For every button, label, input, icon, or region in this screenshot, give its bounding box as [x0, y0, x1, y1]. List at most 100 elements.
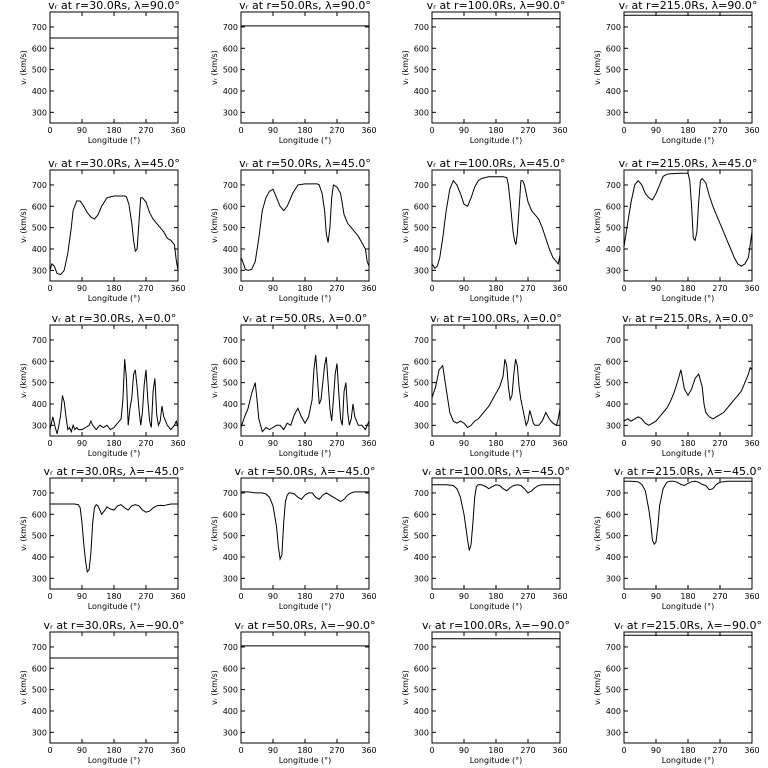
- x-tick-label: 360: [744, 592, 759, 601]
- x-tick-label: 270: [520, 592, 535, 601]
- y-tick-label: 500: [606, 224, 621, 233]
- chart-panel: vᵣ at r=215.0Rs, λ=90.0° 0 90 180 270 360 300 4…: [593, 0, 760, 145]
- y-tick-label: 500: [414, 379, 429, 388]
- x-tick-label: 180: [488, 746, 503, 755]
- y-tick-label: 400: [32, 400, 47, 409]
- x-tick-label: 90: [77, 126, 87, 135]
- x-tick-label: 360: [170, 592, 185, 601]
- panel-title: vᵣ at r=215.0Rs, λ=90.0°: [619, 0, 758, 12]
- y-axis-label: vᵣ (km/s): [210, 50, 219, 85]
- plot-frame: [623, 324, 753, 437]
- panel-title: vᵣ at r=215.0Rs, λ=−90.0°: [614, 619, 762, 632]
- chart-panel: vᵣ at r=215.0Rs, λ=45.0° 0 90 180 270 360 300 4…: [593, 157, 760, 303]
- x-tick-label: 0: [621, 439, 626, 448]
- x-tick-label: 180: [488, 592, 503, 601]
- x-axis-label: Longitude (°): [470, 602, 523, 611]
- y-tick-label: 700: [606, 489, 621, 498]
- y-tick-label: 700: [223, 489, 238, 498]
- x-tick-label: 360: [170, 439, 185, 448]
- x-tick-label: 0: [621, 284, 626, 293]
- y-tick-label: 300: [223, 108, 238, 117]
- y-tick-label: 500: [223, 224, 238, 233]
- x-tick-label: 270: [329, 592, 344, 601]
- x-tick-label: 270: [712, 439, 727, 448]
- y-tick-label: 300: [32, 574, 47, 583]
- y-tick-label: 500: [32, 224, 47, 233]
- y-tick-label: 300: [32, 108, 47, 117]
- x-tick-label: 90: [268, 592, 278, 601]
- x-tick-label: 180: [680, 284, 695, 293]
- x-tick-label: 360: [744, 439, 759, 448]
- series-line: [50, 503, 178, 574]
- panel-title: vᵣ at r=50.0Rs, λ=−45.0°: [235, 465, 376, 478]
- y-tick-label: 400: [32, 87, 47, 96]
- plot-frame: [623, 169, 753, 282]
- y-tick-label: 500: [606, 66, 621, 75]
- y-tick-label: 600: [32, 357, 47, 366]
- x-tick-label: 90: [77, 439, 87, 448]
- y-tick-label: 700: [606, 23, 621, 32]
- y-tick-label: 600: [606, 44, 621, 53]
- y-tick-label: 700: [32, 489, 47, 498]
- y-tick-label: 600: [414, 202, 429, 211]
- x-tick-label: 90: [459, 284, 469, 293]
- series-line: [241, 491, 369, 561]
- plot-frame: [431, 477, 561, 590]
- y-tick-label: 700: [223, 336, 238, 345]
- x-axis-label: Longitude (°): [279, 756, 332, 765]
- y-tick-label: 400: [223, 245, 238, 254]
- y-axis-label: vᵣ (km/s): [401, 363, 410, 398]
- y-tick-label: 500: [414, 532, 429, 541]
- x-tick-label: 270: [138, 284, 153, 293]
- y-tick-label: 700: [606, 643, 621, 652]
- y-tick-label: 700: [414, 23, 429, 32]
- y-tick-label: 700: [32, 181, 47, 190]
- x-tick-label: 90: [651, 439, 661, 448]
- x-tick-label: 0: [621, 126, 626, 135]
- y-axis-label: vᵣ (km/s): [593, 516, 602, 551]
- y-tick-label: 700: [32, 336, 47, 345]
- x-tick-label: 0: [238, 592, 243, 601]
- x-tick-label: 360: [744, 126, 759, 135]
- x-tick-label: 180: [297, 746, 312, 755]
- y-tick-label: 300: [414, 421, 429, 430]
- y-tick-label: 400: [606, 87, 621, 96]
- y-axis-label: vᵣ (km/s): [401, 670, 410, 705]
- y-tick-label: 300: [606, 574, 621, 583]
- x-tick-label: 360: [552, 592, 567, 601]
- x-tick-label: 0: [47, 439, 52, 448]
- series-line: [431, 176, 561, 269]
- y-tick-label: 700: [606, 181, 621, 190]
- plot-frame: [623, 631, 753, 744]
- x-axis-label: Longitude (°): [662, 756, 715, 765]
- x-tick-label: 270: [329, 126, 344, 135]
- y-tick-label: 300: [414, 108, 429, 117]
- x-tick-label: 90: [651, 746, 661, 755]
- x-axis-label: Longitude (°): [662, 136, 715, 145]
- x-tick-label: 180: [297, 592, 312, 601]
- plot-frame: [623, 11, 753, 124]
- y-axis-label: vᵣ (km/s): [210, 363, 219, 398]
- series-line: [49, 195, 179, 276]
- y-tick-label: 700: [414, 181, 429, 190]
- x-tick-label: 360: [552, 439, 567, 448]
- x-tick-label: 90: [459, 439, 469, 448]
- plot-frame: [240, 324, 370, 437]
- x-tick-label: 0: [429, 284, 434, 293]
- y-tick-label: 400: [606, 245, 621, 254]
- panel-title: vᵣ at r=100.0Rs, λ=−90.0°: [422, 619, 570, 632]
- x-axis-label: Longitude (°): [470, 136, 523, 145]
- y-axis-label: vᵣ (km/s): [19, 670, 28, 705]
- x-tick-label: 0: [47, 746, 52, 755]
- x-tick-label: 270: [329, 284, 344, 293]
- chart-panel: vᵣ at r=30.0Rs, λ=0.0° 0 90 180 270 360 300 400…: [19, 312, 186, 458]
- x-tick-label: 180: [488, 284, 503, 293]
- y-axis-label: vᵣ (km/s): [593, 670, 602, 705]
- panel-title: vᵣ at r=215.0Rs, λ=0.0°: [622, 312, 754, 325]
- y-tick-label: 700: [414, 336, 429, 345]
- x-tick-label: 270: [329, 746, 344, 755]
- x-axis-label: Longitude (°): [88, 602, 141, 611]
- x-axis-label: Longitude (°): [279, 602, 332, 611]
- y-tick-label: 600: [414, 44, 429, 53]
- y-axis-label: vᵣ (km/s): [593, 50, 602, 85]
